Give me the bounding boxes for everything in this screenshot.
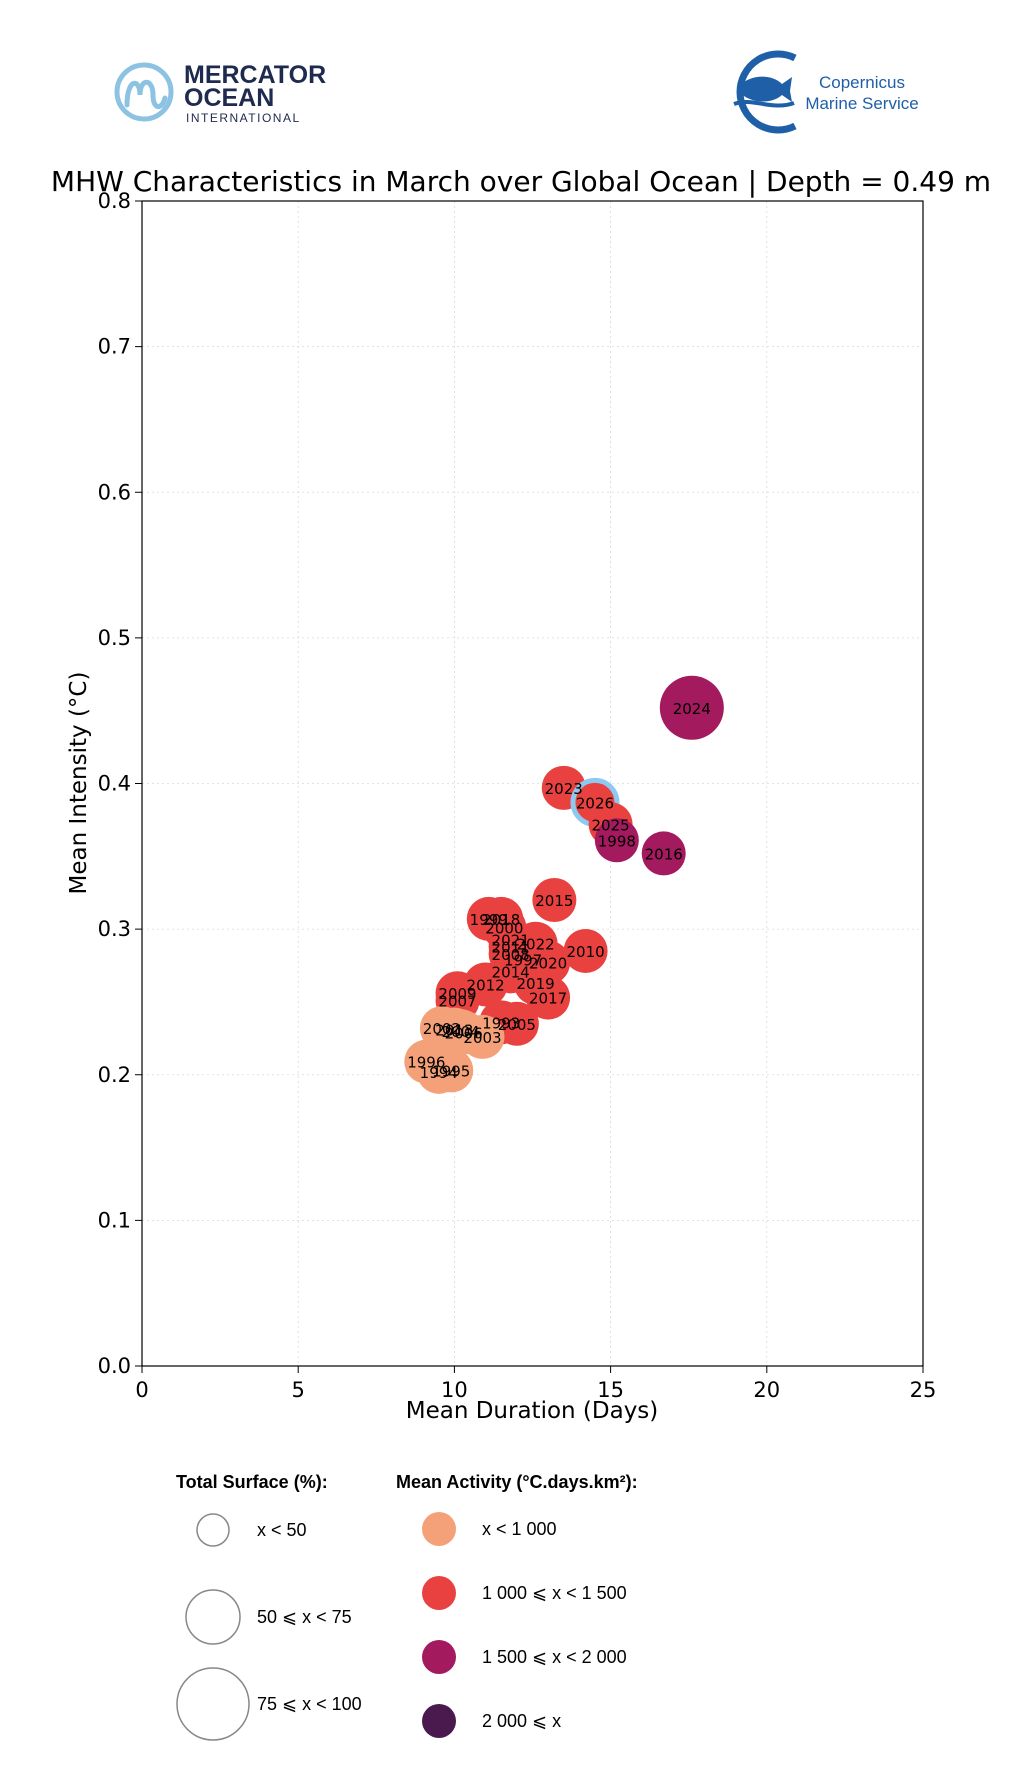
legend-size-label: x < 50 — [257, 1520, 307, 1540]
axis-ticks: 0 5 10 15 20 250.00.10.20.30.40.50.60.70.8 — [98, 189, 937, 1402]
point-label-2015: 2015 — [535, 892, 573, 910]
point-label-1994: 1994 — [420, 1064, 458, 1082]
legend-size-title: Total Surface (%): — [176, 1472, 328, 1492]
point-label-2010: 2010 — [567, 943, 605, 961]
copernicus-logo-line1: Copernicus — [819, 73, 905, 92]
legend-size-marker — [176, 1667, 250, 1741]
copernicus-logo-line2: Marine Service — [805, 94, 918, 113]
legend-color-swatch — [422, 1640, 456, 1674]
chart-title: MHW Characteristics in March over Global… — [51, 165, 991, 198]
x-tick-label: 20 — [753, 1378, 780, 1402]
legend-mean-activity: Mean Activity (°C.days.km²): x < 1 000 1 … — [396, 1472, 638, 1738]
mercator-logo-wave-icon — [124, 79, 168, 110]
point-label-2006: 2006 — [445, 1025, 483, 1043]
legend-color-label: 1 000 ⩽ x < 1 500 — [482, 1583, 627, 1603]
data-points — [404, 675, 724, 1094]
y-tick-label: 0.3 — [98, 917, 131, 941]
point-label-2021: 2021 — [492, 931, 530, 949]
mercator-logo-line2: OCEAN — [184, 84, 274, 112]
y-tick-label: 0.0 — [98, 1354, 131, 1378]
point-2010 — [563, 928, 608, 973]
point-label-2022: 2022 — [517, 936, 555, 954]
legend-size-label: 75 ⩽ x < 100 — [257, 1694, 362, 1714]
point-label-2023: 2023 — [545, 780, 583, 798]
point-label-2016: 2016 — [645, 845, 683, 863]
legend-color-label: x < 1 000 — [482, 1519, 557, 1539]
legend-color-swatch — [422, 1704, 456, 1738]
point-label-1995: 1995 — [432, 1062, 470, 1080]
point-1998 — [594, 818, 639, 863]
grid-lines — [141, 200, 924, 1367]
x-tick-label: 5 — [292, 1378, 305, 1402]
legend-total-surface: Total Surface (%): x < 50 50 ⩽ x < 75 75 ⩽… — [176, 1472, 362, 1741]
legend-color-label: 2 000 ⩽ x — [482, 1711, 561, 1731]
legend-color-title: Mean Activity (°C.days.km²): — [396, 1472, 638, 1492]
x-axis-label: Mean Duration (Days) — [406, 1398, 659, 1424]
x-tick-label: 0 — [135, 1378, 148, 1402]
point-label-2017: 2017 — [529, 990, 567, 1008]
copernicus-marine-logo: Copernicus Marine Service — [733, 50, 919, 134]
x-tick-label: 10 — [441, 1378, 468, 1402]
legend-size-marker — [185, 1589, 241, 1645]
mercator-logo-ring — [114, 62, 174, 122]
y-tick-label: 0.8 — [98, 189, 131, 213]
y-tick-label: 0.1 — [98, 1208, 131, 1232]
point-1995 — [429, 1048, 474, 1093]
point-label-2024: 2024 — [673, 700, 711, 718]
mercator-ocean-logo: MERCATOR OCEAN INTERNATIONAL — [114, 61, 326, 125]
point-label-2002: 2002 — [423, 1020, 461, 1038]
point-label-2013: 2013 — [435, 1022, 473, 1040]
y-tick-label: 0.5 — [98, 626, 131, 650]
point-label-2014: 2014 — [492, 963, 530, 981]
point-2003 — [460, 1014, 505, 1059]
point-2005 — [494, 1001, 539, 1046]
point-2016 — [641, 831, 686, 876]
point-label-2009: 2009 — [438, 985, 476, 1003]
y-tick-label: 0.6 — [98, 480, 131, 504]
point-label-2007: 2007 — [438, 992, 476, 1010]
x-tick-label: 15 — [597, 1378, 624, 1402]
point-label-2026: 2026 — [576, 794, 614, 812]
point-label-2025: 2025 — [592, 816, 630, 834]
point-label-1996: 1996 — [407, 1054, 445, 1072]
legend-size-marker — [196, 1513, 230, 1547]
point-label-1997: 1997 — [504, 952, 542, 970]
point-2015 — [532, 878, 577, 922]
copernicus-logo-wave — [733, 99, 795, 108]
point-label-2018: 2018 — [482, 911, 520, 929]
legend-size-label: 50 ⩽ x < 75 — [257, 1607, 352, 1627]
point-2024 — [659, 675, 724, 740]
point-label-2020: 2020 — [529, 955, 567, 973]
point-label-2008: 2008 — [492, 946, 530, 964]
fish-icon — [740, 76, 792, 102]
legend-color-label: 1 500 ⩽ x < 2 000 — [482, 1647, 627, 1667]
point-label-1993: 1993 — [482, 1014, 520, 1032]
point-label-2012: 2012 — [467, 976, 505, 994]
y-tick-label: 0.4 — [98, 772, 131, 796]
x-tick-label: 25 — [910, 1378, 937, 1402]
y-tick-label: 0.2 — [98, 1063, 131, 1087]
legend-color-swatch — [422, 1512, 456, 1546]
legend-color-swatch — [422, 1576, 456, 1610]
point-label-1999: 1999 — [470, 911, 508, 929]
mercator-logo-line1: MERCATOR — [184, 61, 326, 89]
point-label-2004: 2004 — [442, 1023, 480, 1041]
y-tick-label: 0.7 — [98, 335, 131, 359]
point-label-2011: 2011 — [492, 939, 530, 957]
y-axis-label: Mean Intensity (°C) — [66, 672, 92, 895]
point-label-1998: 1998 — [598, 832, 636, 850]
point-label-2005: 2005 — [498, 1016, 536, 1034]
point-label-2019: 2019 — [517, 975, 555, 993]
mercator-logo-line3: INTERNATIONAL — [186, 111, 301, 125]
point-label-2000: 2000 — [485, 920, 523, 938]
point-label-2003: 2003 — [463, 1029, 501, 1047]
point-2017 — [526, 975, 571, 1020]
